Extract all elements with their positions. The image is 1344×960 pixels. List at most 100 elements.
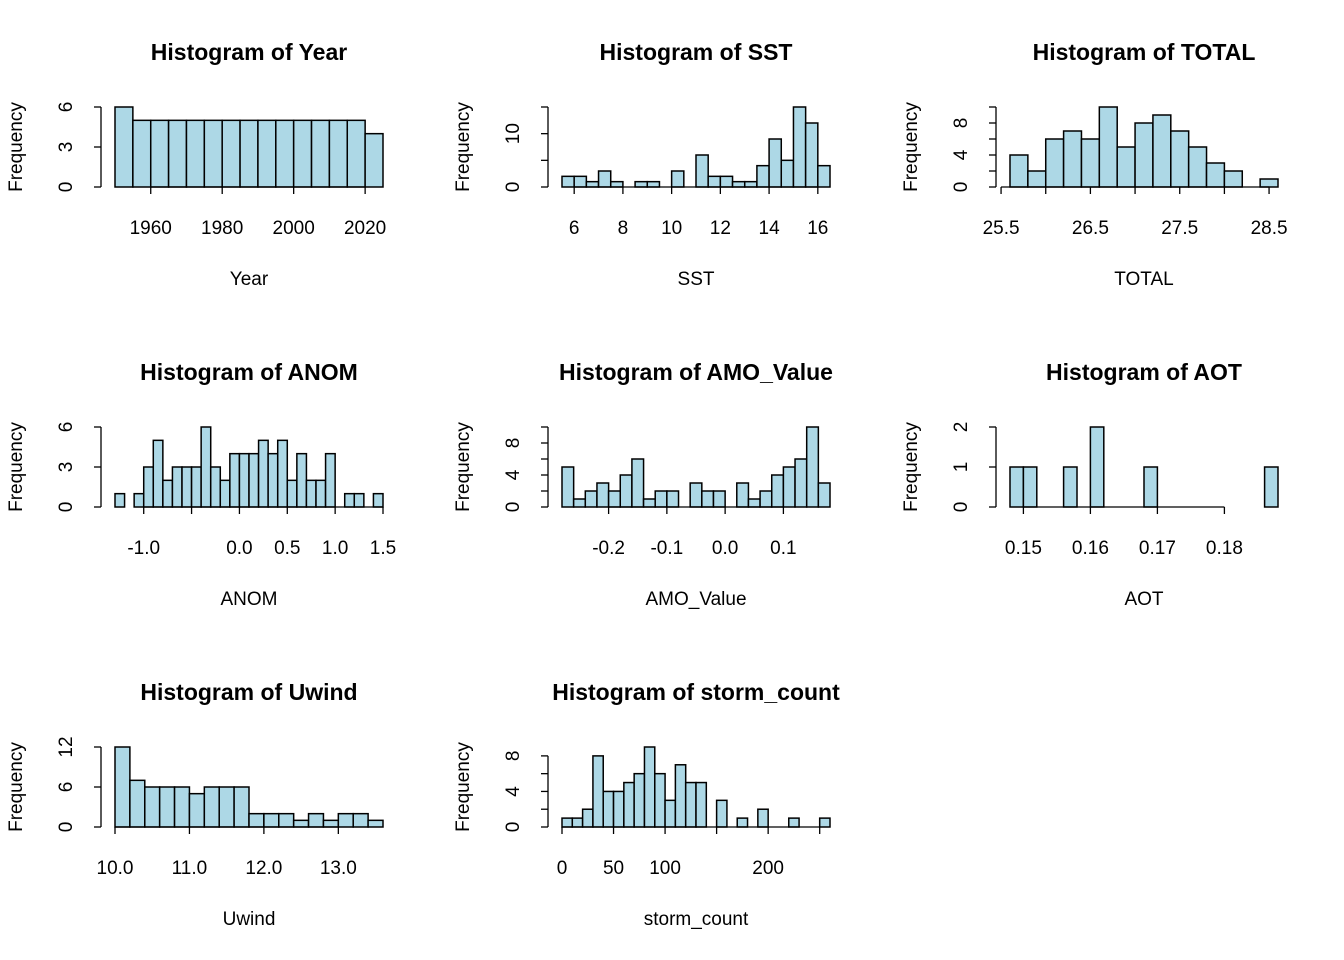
bar: [190, 466, 202, 508]
bar: [805, 426, 820, 508]
panel-title: Histogram of AOT: [1046, 359, 1242, 385]
histogram-panel: Histogram of Year Year Frequency 1960 1980 20…: [6, 39, 386, 290]
bar: [664, 799, 677, 828]
bar: [200, 426, 212, 508]
x-tick-label: 0.18: [1206, 538, 1243, 559]
panel-title: Histogram of storm_count: [552, 679, 840, 705]
bar: [219, 479, 231, 508]
y-axis-label: Frequency: [901, 422, 922, 512]
bar: [1089, 426, 1105, 508]
bar: [573, 175, 588, 188]
y-tick-label: 4: [503, 786, 524, 797]
bar: [188, 792, 206, 828]
x-tick-label: 50: [603, 858, 624, 879]
bar: [221, 119, 241, 188]
bar: [572, 498, 587, 508]
bar: [654, 490, 668, 508]
bar: [1187, 146, 1208, 188]
bar: [114, 492, 126, 508]
bar: [133, 492, 145, 508]
y-tick-label: 4: [503, 469, 524, 480]
x-axis-label: AMO_Value: [645, 589, 746, 610]
bar: [747, 498, 761, 508]
bar: [1223, 170, 1244, 188]
bar: [666, 490, 680, 508]
bar: [768, 138, 783, 188]
bar: [142, 466, 155, 508]
bar: [1009, 154, 1029, 188]
bar: [310, 119, 331, 188]
x-tick-label: 12: [710, 218, 731, 239]
bar: [296, 452, 308, 508]
bar: [1263, 466, 1279, 508]
bar: [352, 812, 369, 828]
x-tick-label: -0.2: [592, 538, 625, 559]
bar: [129, 779, 146, 828]
histogram-panel: Histogram of Uwind Uwind Frequency 10.0 11.0…: [6, 679, 384, 930]
x-tick-label: 27.5: [1161, 218, 1198, 239]
bar: [634, 180, 649, 188]
bar: [602, 790, 615, 828]
x-tick-label: -0.1: [650, 538, 683, 559]
bar: [367, 819, 384, 828]
y-axis-label: Frequency: [6, 102, 27, 192]
histogram-panel: Histogram of SST SST Frequency 6 8 10 12 14 16 0 1…: [453, 39, 831, 290]
bar: [780, 159, 795, 188]
bar: [263, 812, 280, 828]
bar: [149, 119, 170, 188]
y-tick-label: 1: [951, 462, 972, 473]
bar: [257, 439, 269, 508]
bar: [707, 175, 722, 188]
bar: [286, 479, 298, 508]
x-tick-label: 8: [618, 218, 629, 239]
y-tick-label: 3: [56, 462, 77, 473]
histogram-panel: Histogram of ANOM ANOM Frequency -1.0 0.0 0.5…: [6, 359, 396, 610]
bar: [185, 119, 206, 188]
y-tick-label: 0: [951, 182, 972, 193]
x-tick-label: 2000: [273, 218, 315, 239]
bar: [581, 808, 594, 828]
x-tick-label: -1.0: [127, 538, 160, 559]
x-tick-label: 0.0: [226, 538, 252, 559]
x-tick-label: 10: [661, 218, 682, 239]
y-tick-label: 10: [503, 123, 524, 144]
bar: [132, 119, 152, 188]
bar: [1116, 146, 1136, 188]
x-tick-label: 0.17: [1139, 538, 1176, 559]
bar: [788, 817, 800, 828]
bar: [736, 482, 750, 508]
bar: [633, 772, 646, 828]
panel-title: Histogram of AMO_Value: [559, 359, 833, 385]
bar: [689, 482, 703, 508]
histogram-panel: Histogram of AOT AOT Frequency 0.15 0.16 0.17…: [901, 359, 1279, 610]
x-tick-label: 16: [807, 218, 828, 239]
bar: [238, 452, 250, 508]
x-tick-label: 1980: [201, 218, 243, 239]
bar: [257, 119, 277, 188]
bar: [114, 106, 134, 188]
y-axis-label: Frequency: [6, 422, 27, 512]
bar: [278, 812, 295, 828]
y-axis-label: Frequency: [453, 102, 474, 192]
bar: [609, 180, 624, 188]
bar: [1044, 138, 1065, 188]
y-tick-label: 4: [951, 149, 972, 160]
bar: [643, 746, 656, 828]
bar: [158, 786, 176, 828]
bar: [1152, 114, 1172, 188]
bar: [275, 119, 295, 188]
bar: [218, 786, 235, 828]
bar: [229, 452, 241, 508]
y-tick-label: 2: [951, 422, 972, 433]
bar: [328, 119, 349, 188]
bar: [571, 817, 584, 828]
x-tick-label: 6: [569, 218, 580, 239]
bar: [114, 746, 131, 828]
bar: [712, 490, 726, 508]
bar: [144, 786, 161, 828]
histogram-panel: Histogram of storm_count storm_count Frequ…: [453, 679, 840, 930]
x-tick-label: 26.5: [1072, 218, 1109, 239]
bar: [343, 492, 356, 508]
bar: [203, 119, 223, 188]
